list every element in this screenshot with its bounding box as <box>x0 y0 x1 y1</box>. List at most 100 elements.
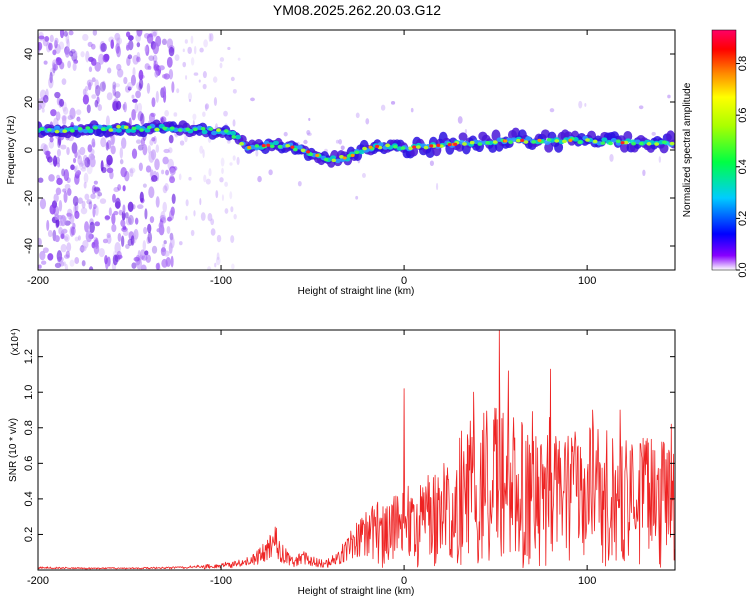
ridge-mid-blob <box>610 137 617 143</box>
colorbar-tick-label: 0.4 <box>737 159 749 174</box>
ridge-peak-blob <box>261 144 266 148</box>
noise-blob <box>117 184 122 191</box>
noise-blob <box>380 104 386 111</box>
ridge-core-blob <box>638 141 644 146</box>
noise-blob <box>83 172 89 184</box>
snr-xtick-label: 100 <box>578 575 596 587</box>
noise-blob <box>188 99 192 103</box>
noise-blob <box>63 169 70 182</box>
noise-blob <box>70 226 76 236</box>
noise-blob <box>182 48 185 53</box>
noise-blob <box>129 168 134 177</box>
noise-blob <box>49 71 53 84</box>
ridge-core-blob <box>562 139 567 144</box>
spectrogram-xtick-label: -100 <box>210 275 232 287</box>
ridge-core-blob <box>339 154 344 159</box>
noise-blob <box>88 266 94 270</box>
noise-blob <box>303 139 308 145</box>
ridge-core-blob <box>577 140 583 144</box>
ridge-core-blob <box>477 142 483 146</box>
noise-blob <box>48 42 53 51</box>
noise-blob <box>223 110 228 117</box>
noise-blob <box>230 206 234 213</box>
noise-blob <box>49 136 54 143</box>
noise-blob <box>163 148 170 154</box>
noise-blob <box>38 41 43 51</box>
noise-blob <box>110 39 115 49</box>
snr-y-axis: 0.2 0.4 0.6 0.8 1.0 1.2 <box>23 349 675 542</box>
noise-blob <box>162 116 167 123</box>
noise-blob <box>658 156 662 163</box>
noise-blob <box>62 106 69 115</box>
noise-blob <box>38 31 44 42</box>
ridge-core-blob <box>408 146 414 151</box>
ridge-core-blob <box>592 139 598 144</box>
noise-blob <box>151 174 158 182</box>
noise-blob <box>152 54 158 63</box>
noise-blob <box>72 157 77 164</box>
noise-blob <box>160 247 167 257</box>
noise-blob <box>161 169 165 175</box>
ridge-core-blob <box>462 142 467 146</box>
noise-blob <box>39 250 46 261</box>
noise-blob <box>63 236 69 241</box>
noise-blob <box>355 195 359 200</box>
noise-blob <box>642 169 646 177</box>
ridge-core-blob <box>392 145 398 149</box>
noise-blob <box>112 88 117 97</box>
snr-y-multiplier: (x10⁴) <box>10 328 21 355</box>
noise-blob <box>230 76 235 82</box>
noise-blob <box>213 97 218 106</box>
noise-blob <box>154 70 159 78</box>
spectrogram-xtick-label: 0 <box>401 275 407 287</box>
noise-blob <box>185 75 188 80</box>
noise-blob <box>66 38 70 50</box>
noise-blob <box>168 242 173 254</box>
noise-blob <box>212 76 218 83</box>
spectrogram-ytick-label: 0 <box>23 147 35 153</box>
colorbar-tick-label: 0.0 <box>737 262 749 277</box>
noise-blob <box>112 81 117 90</box>
ridge-core-blob <box>208 127 214 131</box>
noise-blob <box>63 191 68 203</box>
ridge-core-blob <box>292 147 298 152</box>
noise-blob <box>120 219 126 227</box>
noise-blob <box>133 256 140 262</box>
noise-blob <box>114 83 121 88</box>
noise-blob <box>170 255 174 268</box>
noise-blob <box>257 175 262 183</box>
noise-blob <box>125 31 131 38</box>
spectrogram-ytick-label: -20 <box>23 190 35 206</box>
ridge-core-blob <box>85 126 91 130</box>
noise-blob <box>64 47 70 58</box>
noise-blob <box>54 235 60 243</box>
noise-blob <box>68 30 74 36</box>
noise-blob <box>54 91 61 99</box>
noise-blob <box>91 43 96 50</box>
ridge-core-blob <box>77 126 83 131</box>
noise-blob <box>164 183 169 192</box>
noise-blob <box>224 208 229 214</box>
noise-blob <box>139 254 144 261</box>
noise-blob <box>130 235 135 246</box>
noise-blob <box>188 92 192 101</box>
noise-blob <box>185 199 189 207</box>
noise-blob <box>153 135 157 145</box>
noise-blob <box>229 162 233 166</box>
noise-blob <box>89 157 96 168</box>
noise-blob <box>121 210 126 221</box>
noise-blob <box>120 166 127 178</box>
noise-blob <box>250 97 255 102</box>
noise-blob <box>135 90 141 99</box>
ridge-core-blob <box>108 128 114 132</box>
noise-blob <box>134 102 139 114</box>
noise-blob <box>94 79 99 90</box>
ridge-core-blob <box>546 137 552 142</box>
ridge-peak-blob <box>306 150 311 154</box>
snr-xlabel: Height of straight line (km) <box>298 586 415 597</box>
noise-blob <box>138 69 144 81</box>
noise-blob <box>93 242 100 255</box>
noise-blob <box>69 50 74 57</box>
noise-blob <box>76 116 81 122</box>
noise-blob <box>46 219 50 231</box>
